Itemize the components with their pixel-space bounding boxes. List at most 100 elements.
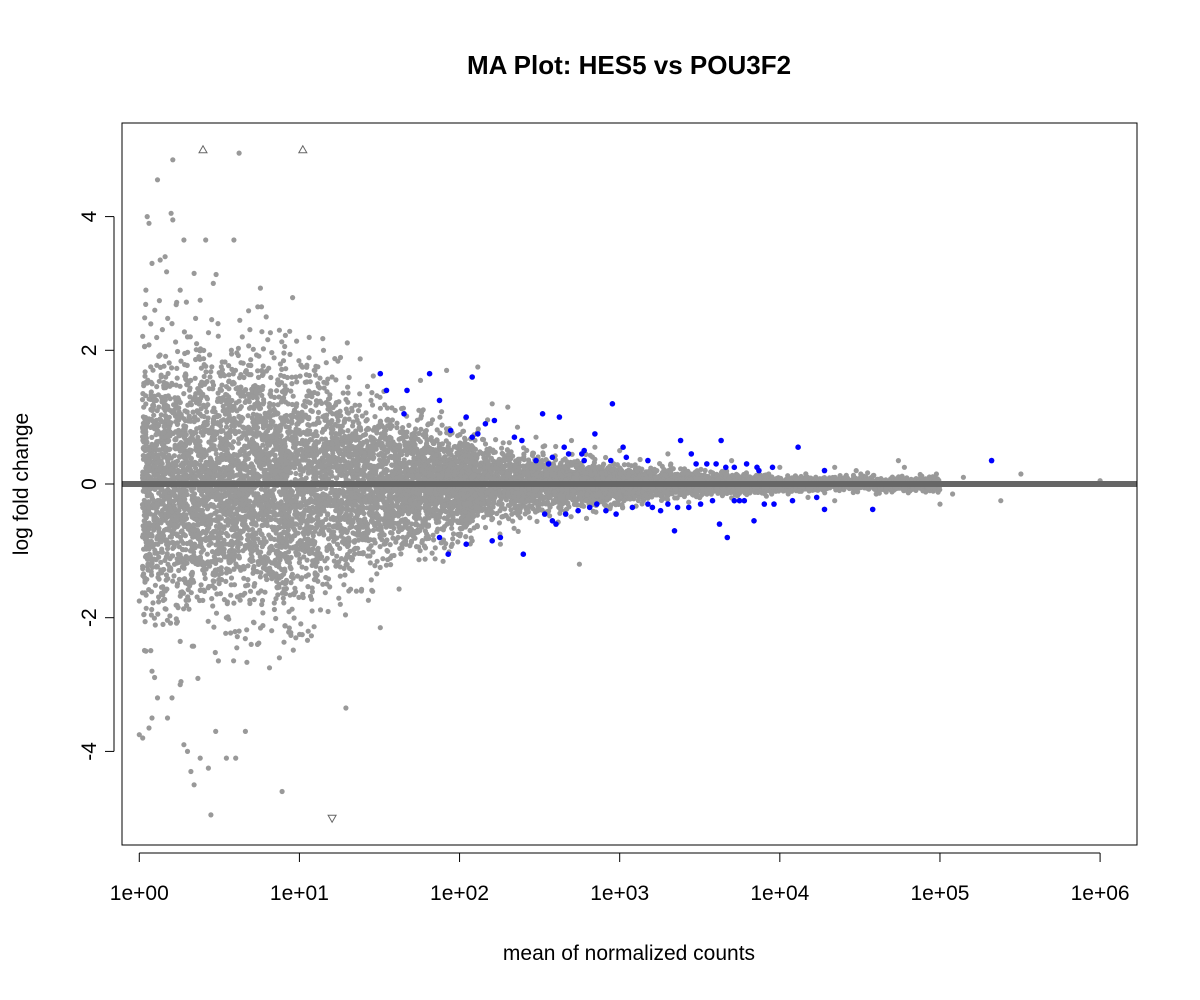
gene-point	[280, 595, 286, 601]
gene-point	[223, 578, 229, 585]
gene-point	[286, 625, 292, 631]
gene-point	[496, 520, 502, 526]
gene-point	[234, 350, 240, 356]
gene-point	[457, 421, 464, 427]
gene-point	[583, 515, 590, 522]
gene-point	[325, 396, 332, 402]
gene-point	[384, 417, 390, 423]
gene-point	[205, 585, 211, 591]
gene-point	[296, 560, 302, 566]
gene-point	[370, 373, 376, 379]
gene-point	[400, 425, 406, 431]
gene-point	[165, 370, 171, 377]
gene-point	[266, 365, 272, 371]
gene-point	[440, 558, 446, 564]
gene-point	[374, 571, 380, 577]
gene-point	[204, 551, 210, 557]
gene-point	[212, 649, 218, 656]
gene-point	[281, 600, 287, 606]
gene-point	[390, 535, 396, 541]
gene-point	[248, 461, 255, 467]
gene-point	[173, 616, 179, 622]
gene-point	[367, 560, 373, 566]
gene-point	[211, 624, 217, 630]
gene-point	[271, 600, 277, 606]
gene-point	[235, 548, 242, 554]
gene-point	[400, 534, 406, 540]
gene-point	[194, 426, 200, 432]
gene-point	[154, 384, 160, 390]
gene-point	[152, 622, 158, 628]
gene-point	[309, 589, 315, 595]
gene-point	[678, 466, 684, 472]
gene-point	[436, 519, 442, 525]
gene-point	[150, 600, 156, 606]
gene-point	[510, 518, 516, 524]
gene-point	[274, 388, 280, 394]
gene-point	[231, 600, 237, 606]
gene-point	[257, 574, 263, 580]
gene-point	[366, 546, 372, 552]
gene-point	[542, 443, 548, 449]
gene-point	[431, 537, 437, 543]
gene-point	[258, 549, 264, 555]
gene-point	[300, 402, 306, 408]
gene-point	[432, 545, 438, 551]
gene-point	[200, 597, 206, 604]
gene-point	[174, 375, 180, 381]
gene-point	[285, 401, 291, 407]
gene-point	[210, 603, 216, 609]
gene-point	[247, 588, 254, 594]
gene-point	[601, 461, 607, 467]
gene-point	[155, 611, 161, 617]
gene-point	[209, 364, 215, 370]
gene-point	[393, 539, 399, 545]
gene-point	[241, 374, 247, 381]
gene-point	[303, 475, 309, 481]
gene-point	[369, 402, 376, 408]
gene-point	[335, 358, 341, 364]
gene-point	[223, 554, 229, 560]
gene-point	[149, 434, 155, 440]
gene-point	[195, 409, 201, 416]
gene-point	[251, 583, 257, 589]
gene-point	[165, 315, 171, 321]
gene-point	[357, 391, 363, 397]
gene-point	[569, 460, 575, 466]
gene-point	[352, 402, 358, 408]
gene-point	[297, 525, 303, 531]
gene-point	[377, 564, 383, 571]
gene-point	[173, 382, 179, 388]
gene-point	[351, 551, 358, 557]
gene-point	[304, 557, 310, 563]
gene-point	[350, 423, 356, 429]
gene-point	[356, 402, 363, 408]
gene-point	[546, 508, 552, 514]
gene-point	[363, 410, 369, 416]
gene-point	[207, 352, 213, 358]
gene-point	[336, 595, 342, 601]
gene-point	[323, 574, 329, 581]
gene-point	[163, 353, 169, 359]
gene-point	[228, 630, 234, 636]
gene-point	[170, 545, 176, 552]
gene-point	[265, 337, 271, 343]
gene-point	[309, 596, 315, 602]
gene-point	[246, 343, 252, 349]
gene-point	[269, 350, 275, 356]
gene-point	[360, 524, 366, 530]
gene-point	[388, 562, 394, 568]
gene-point	[260, 516, 266, 522]
gene-point	[169, 365, 175, 371]
gene-point	[194, 341, 200, 347]
gene-point	[372, 414, 378, 420]
gene-point	[517, 515, 523, 521]
gene-point	[250, 346, 256, 352]
gene-point	[450, 531, 457, 537]
gene-point	[309, 585, 315, 591]
gene-point	[499, 445, 505, 451]
gene-point	[482, 441, 489, 447]
gene-point	[184, 602, 190, 609]
gene-point	[260, 610, 266, 616]
gene-point	[213, 610, 220, 616]
